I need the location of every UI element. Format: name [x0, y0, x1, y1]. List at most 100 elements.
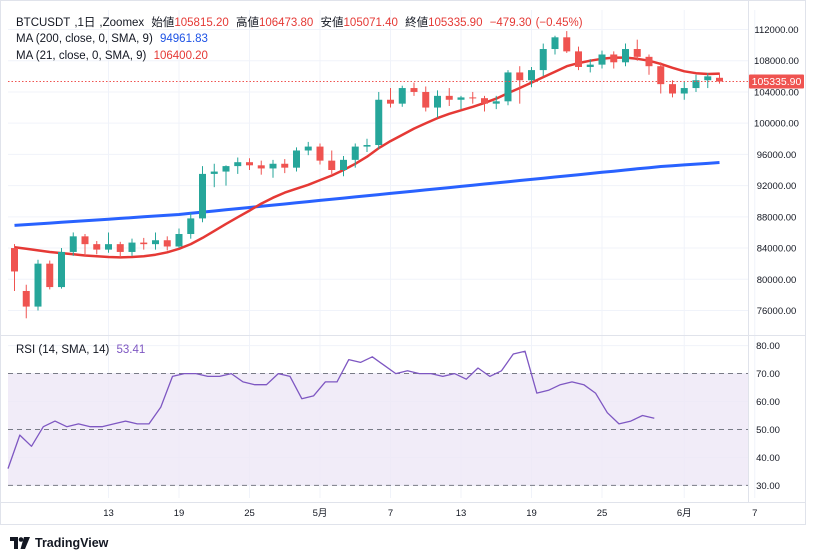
candle [140, 237, 148, 250]
candle [351, 143, 359, 168]
price-tick-label: 104000.00 [754, 87, 799, 98]
candle [457, 95, 465, 110]
candle [22, 284, 30, 319]
candle [539, 43, 547, 77]
x-tick-label: 19 [526, 508, 537, 519]
rsi-tick-label: 70.00 [756, 369, 780, 380]
ma200-line [14, 161, 720, 227]
candle-body [128, 242, 136, 252]
candle [445, 88, 453, 106]
candle-body [528, 70, 535, 81]
legend-header: BTCUSDT ,1日 ,Zoomex 始値105815.20 高値106473.8… [16, 17, 583, 29]
candle-body [46, 263, 54, 288]
x-tick-label: 25 [244, 508, 255, 519]
legend-ma200[interactable]: MA (200, close, 0, SMA, 9) 94961.83 [16, 33, 212, 45]
candle [669, 80, 676, 98]
candle-body [351, 146, 359, 160]
candle-body [293, 150, 300, 168]
close-label: 終値 [405, 17, 429, 29]
candle-body [328, 160, 336, 170]
candle-body [69, 236, 77, 252]
legend-ma21[interactable]: MA (21, close, 0, SMA, 9) 106400.20 [16, 50, 212, 62]
candle [398, 85, 406, 107]
axes: 76000.00 80000.00 84000.00 88000.00 92000.00… [0, 0, 806, 525]
candle-body [633, 49, 641, 57]
candle-body [645, 56, 653, 67]
candle-body [269, 163, 277, 169]
candle [293, 147, 300, 172]
candle-body [187, 218, 195, 234]
candle-body [304, 146, 312, 151]
price-tick-label: 76000.00 [757, 306, 797, 317]
candle [528, 66, 535, 88]
candle-body [340, 159, 347, 170]
ma200-path [14, 161, 720, 227]
candle [257, 160, 265, 175]
candle [551, 35, 559, 55]
tradingview-brand[interactable]: TradingView [10, 536, 108, 550]
candle-body [610, 54, 618, 63]
candle-body [410, 88, 418, 92]
exchange: Zoomex [102, 17, 145, 29]
candle-body [716, 77, 723, 82]
candle [152, 232, 159, 250]
candle-body [551, 37, 559, 50]
candle [481, 95, 488, 112]
candle [69, 232, 77, 256]
candle-body [93, 244, 101, 250]
candle-body [140, 242, 148, 245]
candle-body [457, 97, 465, 100]
candle [575, 46, 582, 71]
price-tick-label: 84000.00 [757, 244, 797, 255]
candle [46, 260, 54, 290]
candle-body [375, 99, 383, 146]
candle [680, 81, 688, 100]
rsi-label: RSI (14, SMA, 14) [16, 344, 110, 356]
x-tick-label: 7 [388, 508, 393, 519]
candle-body [81, 236, 89, 245]
candle-body [163, 240, 171, 247]
candle [586, 59, 594, 73]
candle [492, 95, 500, 110]
candle [281, 159, 289, 174]
ma21-line [14, 56, 720, 259]
current-price-tag: 105335.90 [749, 74, 804, 89]
symbol[interactable]: BTCUSDT [16, 17, 71, 29]
open-value: 105815.20 [174, 17, 229, 29]
candle [34, 259, 42, 311]
open-label: 始値 [151, 17, 175, 29]
candle [633, 39, 641, 61]
candle [210, 163, 218, 188]
price-tick-label: 100000.00 [754, 119, 799, 130]
ma21-path [14, 56, 720, 259]
price-tick-label: 92000.00 [757, 181, 797, 192]
tradingview-text: TradingView [35, 536, 109, 550]
rsi-tick-label: 40.00 [756, 453, 780, 464]
ma21-label: MA (21, close, 0, SMA, 9) [16, 50, 147, 62]
candle [269, 159, 277, 178]
candle-body [246, 162, 253, 166]
candle-body [175, 234, 183, 247]
legend-rsi[interactable]: RSI (14, SMA, 14) 53.41 [16, 344, 149, 356]
candle-body [622, 49, 629, 63]
candle [363, 138, 371, 153]
candle [234, 157, 242, 174]
high-label: 高値 [235, 17, 259, 29]
price-tag-text: 105335.90 [752, 76, 802, 88]
candle-body [575, 51, 582, 67]
interval[interactable]: 1日 [77, 17, 96, 29]
x-tick-label: 5月 [313, 508, 328, 519]
low-label: 安値 [320, 17, 344, 29]
candle [328, 150, 336, 174]
candle-body [516, 72, 524, 81]
rsi-tick-label: 60.00 [756, 397, 780, 408]
rsi-band [8, 373, 748, 486]
close-value: 105335.90 [428, 17, 483, 29]
candle [81, 234, 89, 256]
candle [563, 31, 571, 53]
candle-body [481, 98, 488, 104]
candle-body [469, 97, 477, 99]
high-value: 106473.80 [258, 17, 314, 29]
tradingview-logo-icon [10, 537, 30, 549]
